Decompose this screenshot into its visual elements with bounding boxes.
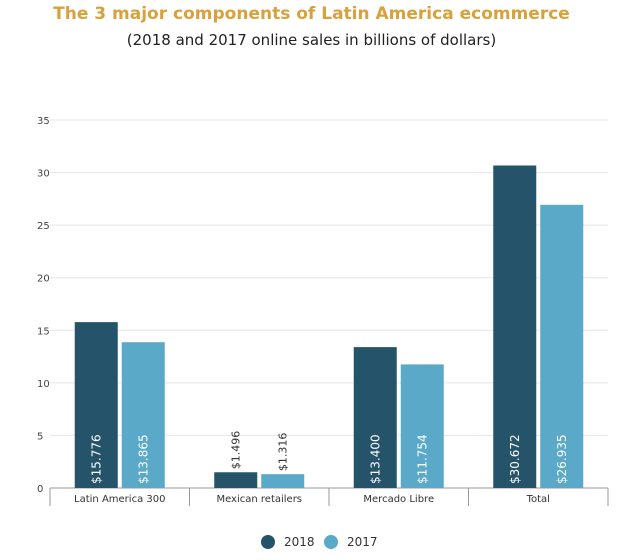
y-tick-label: 5	[37, 431, 43, 442]
x-category-label: Mercado Libre	[363, 494, 434, 505]
legend-label: 2017	[347, 535, 378, 549]
bar-2017-0	[121, 342, 165, 488]
y-tick-label: 25	[37, 221, 50, 232]
y-tick-label: 15	[37, 326, 50, 337]
y-tick-label: 30	[37, 169, 50, 180]
legend-swatch	[324, 535, 338, 549]
bar-2017-3	[540, 204, 584, 488]
data-label: $11.754	[415, 434, 429, 484]
y-tick-label: 35	[37, 116, 50, 127]
bar-2017-1	[261, 474, 305, 488]
data-label: $30.672	[508, 434, 522, 484]
bar-2018-2	[353, 347, 397, 488]
data-label: $13.865	[136, 434, 150, 484]
y-tick-label: 20	[37, 274, 50, 285]
data-label: $1.496	[230, 431, 243, 470]
x-category-label: Total	[526, 494, 550, 505]
x-category-label: Latin America 300	[74, 494, 165, 505]
y-tick-label: 10	[37, 379, 50, 390]
x-category-label: Mexican retailers	[216, 494, 302, 505]
legend-label: 2018	[284, 535, 315, 549]
chart-title: The 3 major components of Latin America …	[53, 4, 570, 24]
bar-2018-0	[74, 322, 118, 488]
chart-subtitle: (2018 and 2017 online sales in billions …	[126, 31, 497, 49]
data-label: $26.935	[555, 434, 569, 484]
data-label: $15.776	[89, 434, 103, 484]
data-label: $13.400	[368, 434, 382, 484]
legend-swatch	[261, 535, 275, 549]
y-tick-label: 0	[37, 484, 43, 495]
bar-2017-2	[400, 364, 444, 488]
bar-2018-1	[214, 472, 258, 488]
bar-2018-3	[493, 165, 537, 488]
data-label: $1.316	[277, 433, 290, 472]
